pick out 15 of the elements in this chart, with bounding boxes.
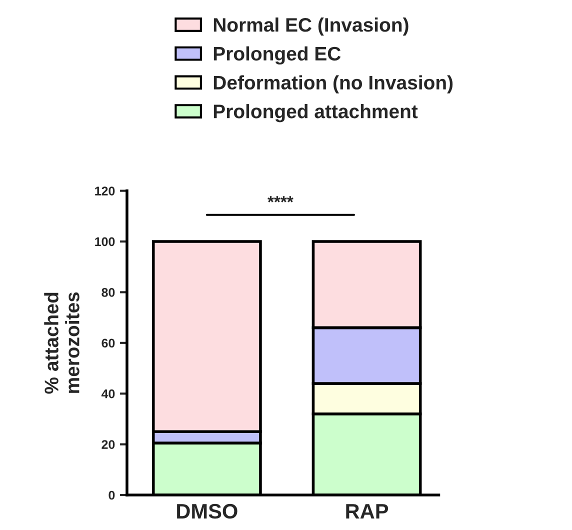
x-tick-label: RAP xyxy=(346,504,388,518)
legend-label: Prolonged attachment xyxy=(214,104,418,122)
y-tick-label: 0 xyxy=(108,490,115,500)
annotation: **** xyxy=(268,196,294,202)
y-tick-label: 60 xyxy=(102,338,115,348)
y-tick-label: 100 xyxy=(95,237,115,246)
legend-label: Normal EC (Invasion) xyxy=(214,18,408,36)
y-tick-label: 40 xyxy=(101,389,115,398)
y-tick-label: 80 xyxy=(102,288,115,297)
y-tick-label: 20 xyxy=(102,440,115,449)
y-tick-label: 120 xyxy=(95,186,115,196)
x-tick-label: DMSO xyxy=(177,504,238,519)
legend-label: Deformation (no Invasion) xyxy=(214,75,453,94)
y-axis-title: % attached merozoites xyxy=(44,292,80,394)
legend-label: Prolonged EC xyxy=(214,46,341,65)
